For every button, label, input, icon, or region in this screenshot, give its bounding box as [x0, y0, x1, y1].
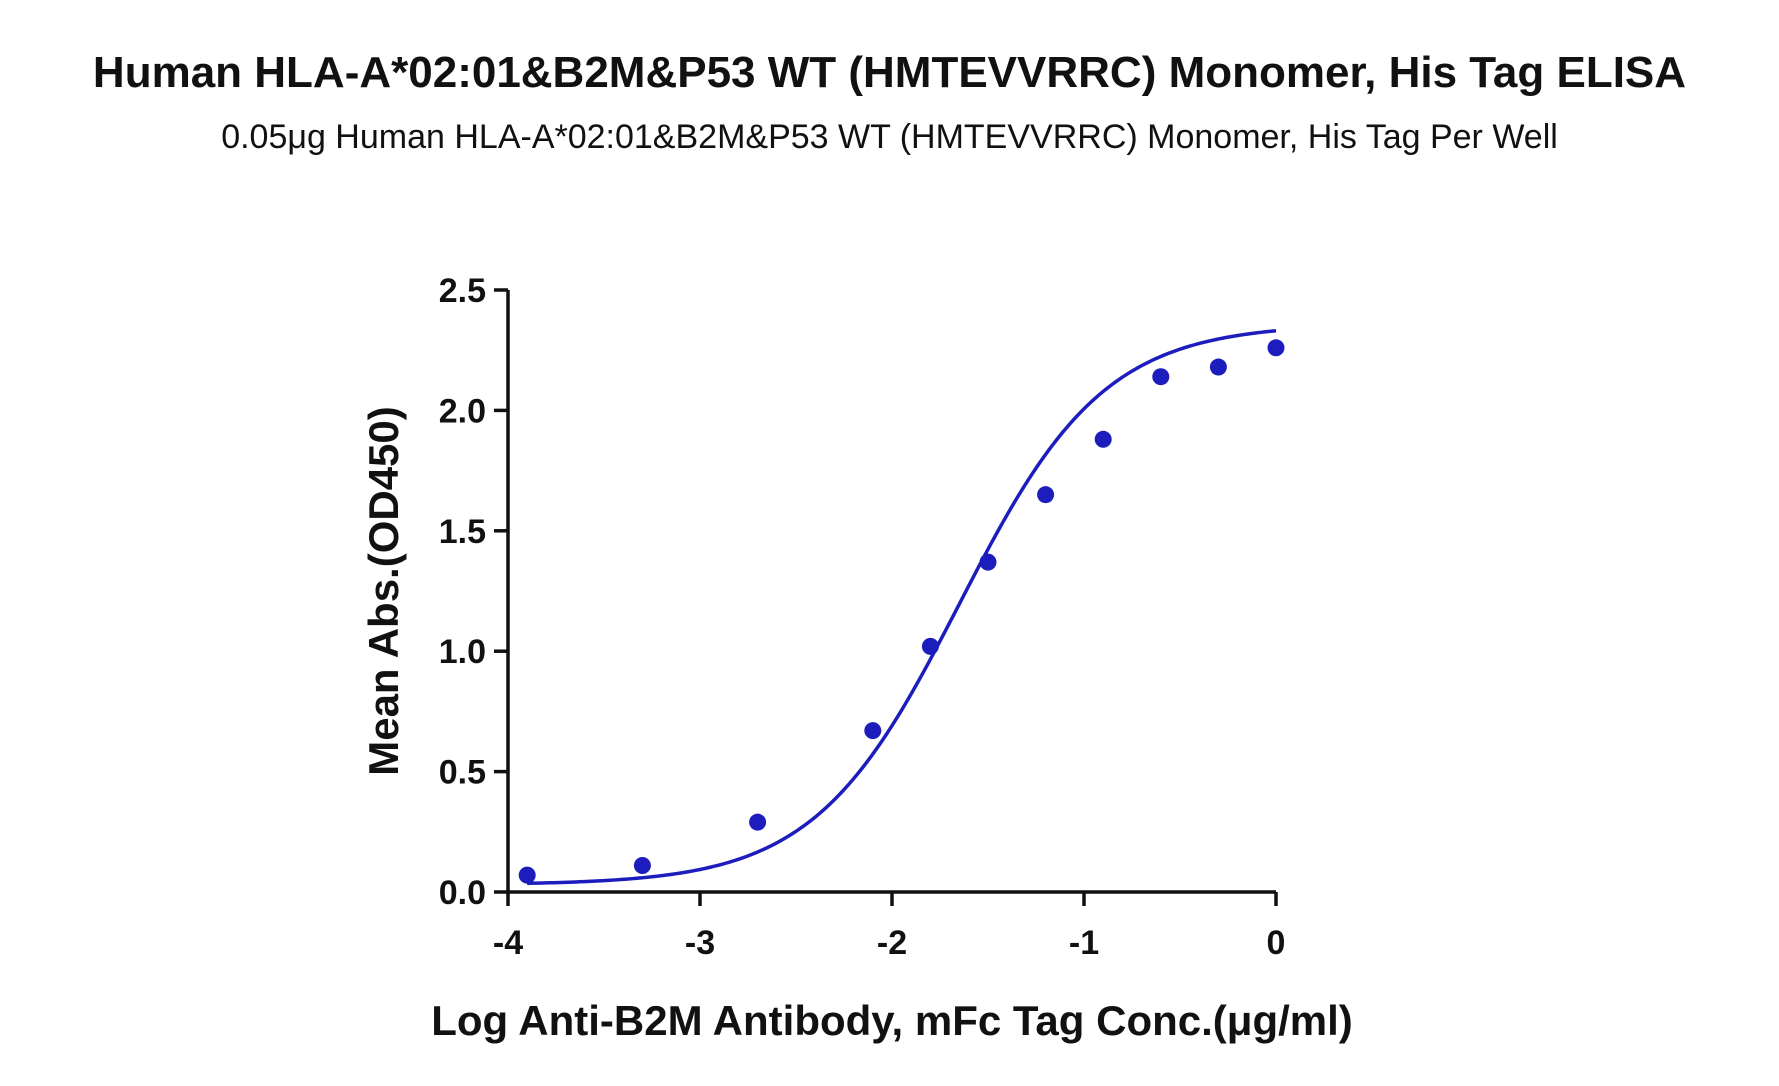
- x-tick-label: -1: [1069, 924, 1099, 962]
- data-point: [1267, 339, 1285, 357]
- chart-subtitle: 0.05μg Human HLA-A*02:01&B2M&P53 WT (HMT…: [221, 118, 1558, 156]
- data-point: [1037, 486, 1055, 504]
- y-tick-label: 1.5: [439, 513, 486, 551]
- data-point: [1094, 430, 1112, 448]
- axes: 0.0 0.5 1.0 1.5 2.0 2.5 -4 -3 -2 -1 0: [439, 272, 1286, 962]
- x-tick-label: -3: [685, 924, 715, 962]
- y-tick-label: 0.0: [439, 874, 486, 912]
- fit-curve-layer: [527, 328, 1277, 886]
- x-tick-label: -2: [877, 924, 907, 962]
- x-tick-label: -4: [493, 924, 523, 962]
- x-axis-title: Log Anti-B2M Antibody, mFc Tag Conc.(μg/…: [431, 997, 1353, 1044]
- data-point: [979, 553, 997, 571]
- data-point: [864, 722, 882, 740]
- data-point: [749, 813, 767, 831]
- data-point: [921, 637, 939, 655]
- y-tick-label: 1.0: [439, 633, 486, 671]
- y-tick-label: 2.5: [439, 272, 486, 310]
- data-point: [518, 866, 536, 884]
- y-tick-label: 2.0: [439, 392, 486, 430]
- data-point: [633, 857, 651, 875]
- fit-curve: [527, 328, 1277, 886]
- y-axis-title: Mean Abs.(OD450): [360, 406, 407, 776]
- y-tick-label: 0.5: [439, 754, 486, 792]
- data-points-layer: [518, 339, 1285, 884]
- data-point: [1152, 368, 1170, 386]
- x-tick-label: 0: [1267, 924, 1286, 962]
- data-point: [1209, 358, 1227, 376]
- chart-title: Human HLA-A*02:01&B2M&P53 WT (HMTEVVRRC)…: [92, 48, 1687, 97]
